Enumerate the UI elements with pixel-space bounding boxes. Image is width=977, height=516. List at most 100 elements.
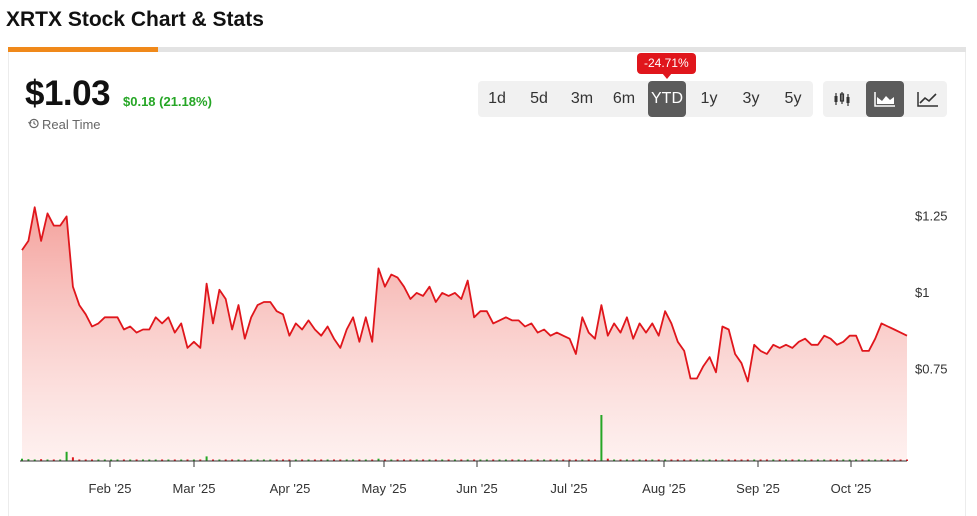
volume-bar — [460, 459, 463, 461]
volume-bar — [129, 459, 132, 461]
volume-bar — [715, 459, 717, 461]
volume-bar — [804, 459, 807, 461]
range-6m-button[interactable]: 6m — [612, 90, 636, 107]
volume-bar — [186, 459, 189, 461]
volume-bar — [625, 459, 628, 461]
volume-bar — [326, 459, 329, 461]
range-1d-button[interactable]: 1d — [488, 90, 506, 107]
volume-bar — [301, 459, 304, 461]
x-tick-label: Jun '25 — [456, 481, 498, 496]
volume-bar — [390, 459, 393, 461]
volume-bar — [237, 459, 240, 461]
volume-bar — [562, 459, 565, 461]
volume-bar — [212, 459, 214, 461]
volume-bar — [842, 459, 845, 461]
range-1y-button[interactable]: 1y — [700, 90, 718, 107]
volume-bar — [97, 459, 100, 461]
volume-bar — [791, 459, 794, 461]
candlestick-icon — [834, 92, 850, 106]
volume-bar — [734, 459, 737, 461]
volume-bar — [657, 459, 660, 461]
y-tick-label: $1 — [915, 285, 929, 300]
volume-bar — [823, 459, 826, 461]
price-change: $0.18 (21.18%) — [123, 94, 212, 109]
range-5y-button[interactable]: 5y — [784, 90, 802, 107]
range-ytd-button[interactable]: YTD — [648, 81, 686, 117]
volume-bar — [250, 459, 253, 461]
volume-bar — [275, 459, 278, 461]
volume-bar — [683, 459, 686, 461]
volume-bar — [632, 459, 635, 461]
volume-bar — [746, 459, 749, 461]
volume-bar — [116, 459, 119, 461]
volume-bar — [543, 459, 546, 461]
x-tick-label: Oct '25 — [831, 481, 872, 496]
volume-bar — [428, 459, 431, 461]
volume-bar — [192, 459, 195, 461]
volume-bar — [517, 459, 520, 461]
volume-bar — [40, 459, 43, 461]
volume-bar — [345, 459, 348, 461]
volume-bar — [396, 459, 399, 461]
volume-bar — [320, 459, 323, 461]
volume-bar — [740, 459, 743, 461]
volume-bar — [205, 456, 208, 461]
volume-bar — [358, 459, 361, 461]
volume-bar — [568, 459, 571, 461]
y-tick-label: $0.75 — [915, 361, 948, 376]
volume-bar — [695, 459, 698, 461]
range-3y-button[interactable]: 3y — [742, 90, 760, 107]
volume-bar — [606, 458, 609, 461]
volume-bar — [288, 459, 291, 461]
area-chart-icon — [874, 92, 895, 107]
volume-bar — [339, 459, 342, 461]
volume-bar — [103, 459, 106, 461]
volume-bar — [71, 457, 74, 461]
volume-bar — [504, 459, 507, 461]
volume-bar — [574, 459, 577, 461]
volume-bar — [377, 458, 380, 461]
area-chart-button[interactable] — [866, 81, 904, 117]
x-tick-label: Sep '25 — [736, 481, 780, 496]
volume-bar — [313, 459, 316, 461]
time-range-selector: 1d 5d 3m 6m YTD 1y 3y 5y — [478, 81, 813, 117]
page-title: XRTX Stock Chart & Stats — [6, 8, 264, 31]
volume-bar — [135, 459, 138, 461]
card-border-right — [965, 52, 966, 516]
volume-bar — [638, 459, 641, 461]
volume-bar — [46, 459, 49, 461]
volume-bar — [867, 459, 870, 461]
realtime-label: Real Time — [42, 117, 101, 132]
volume-bar — [848, 459, 851, 461]
volume-bar — [84, 459, 87, 461]
volume-bar — [670, 459, 673, 461]
section-tab-bar — [8, 47, 966, 52]
volume-bar — [651, 459, 654, 461]
x-tick-label: Jul '25 — [550, 481, 587, 496]
volume-bar — [269, 459, 272, 461]
line-chart-button[interactable] — [909, 81, 947, 117]
volume-bar — [110, 459, 113, 461]
volume-bar — [816, 459, 819, 461]
range-3m-button[interactable]: 3m — [570, 90, 594, 107]
candlestick-chart-button[interactable] — [823, 81, 861, 117]
volume-bar — [154, 459, 157, 461]
volume-bar — [167, 459, 170, 461]
history-clock-icon — [28, 117, 42, 132]
volume-bar — [721, 459, 724, 461]
volume-bar — [409, 459, 412, 461]
chart-type-selector — [823, 81, 947, 117]
volume-bar — [65, 451, 68, 461]
volume-bar — [441, 459, 444, 461]
volume-bar — [224, 459, 227, 461]
volume-bar — [549, 459, 552, 461]
volume-bar — [530, 459, 533, 461]
volume-bar — [753, 459, 756, 461]
range-5d-button[interactable]: 5d — [530, 90, 548, 107]
volume-bar — [383, 459, 386, 461]
last-price: $1.03 — [25, 74, 111, 113]
volume-bar — [403, 459, 405, 461]
volume-bar — [142, 459, 144, 461]
x-tick-label: Aug '25 — [642, 481, 686, 496]
price-chart[interactable]: $1.25 $1 $0.75 Feb '25 Mar '25 Apr '25 May '2… — [0, 140, 977, 516]
